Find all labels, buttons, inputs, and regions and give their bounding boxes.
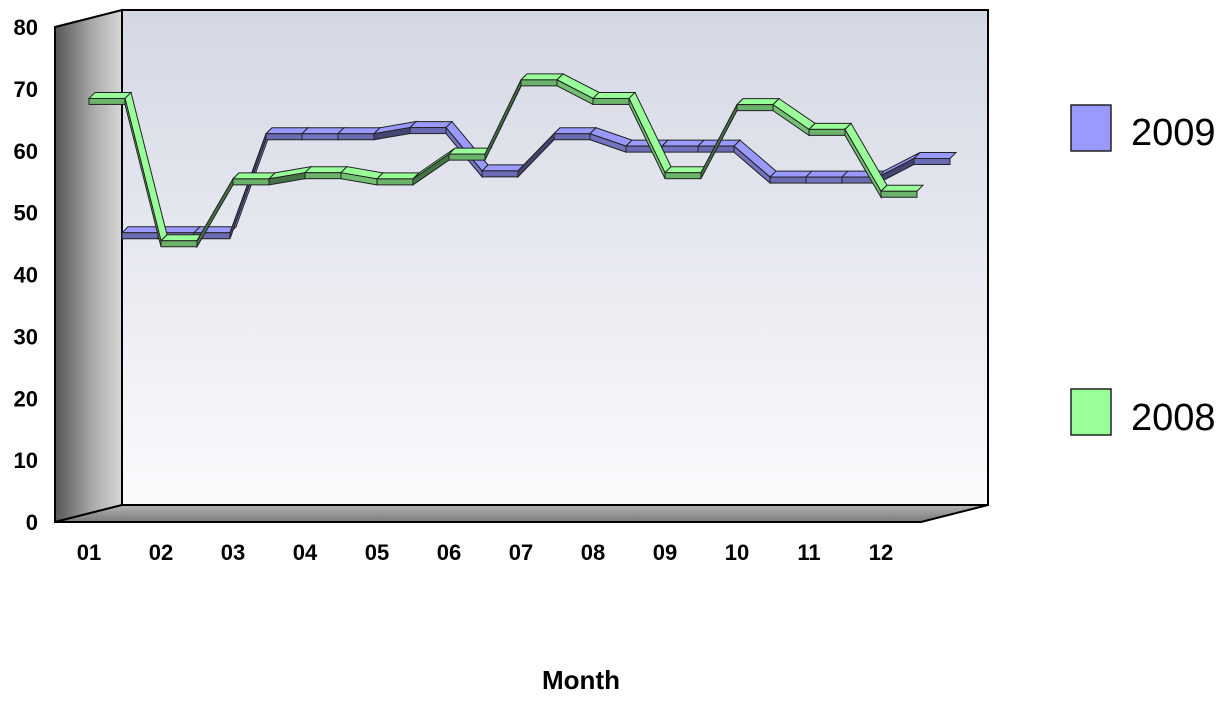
series-2008-point — [303, 166, 349, 174]
legend-swatch-2008 — [1070, 388, 1112, 436]
series-2009-segment-edge — [805, 176, 843, 184]
series-2008-point-edge — [520, 79, 558, 87]
legend: 2009 2008 — [1070, 104, 1216, 439]
y-tick-label: 80 — [14, 15, 38, 40]
series-2009-segment — [660, 139, 706, 147]
series-2008-point — [879, 184, 925, 192]
x-tick-label: 09 — [653, 540, 677, 565]
series-2008-point-edge — [88, 97, 126, 105]
x-tick-label: 07 — [509, 540, 533, 565]
series-2009-segment — [300, 127, 346, 135]
series-2009-point — [336, 127, 382, 135]
series-2008-point-edge — [664, 172, 702, 180]
series-2009-point — [552, 127, 598, 135]
x-tick-label: 08 — [581, 540, 605, 565]
x-tick-label: 01 — [77, 540, 101, 565]
series-2009-segment — [804, 170, 850, 178]
chart-back-wall — [121, 9, 989, 506]
x-tick-label: 04 — [293, 540, 318, 565]
y-tick-label: 0 — [26, 510, 38, 535]
series-2008-point-edge — [736, 104, 774, 112]
series-2009-point-edge — [337, 133, 375, 141]
y-tick-label: 20 — [14, 386, 38, 411]
y-tick-label: 30 — [14, 324, 38, 349]
series-2009-point-edge — [481, 170, 519, 178]
series-2009-point-edge — [913, 158, 951, 165]
y-tick-label: 40 — [14, 263, 38, 288]
series-2008-point — [519, 73, 565, 81]
x-tick-label: 05 — [365, 540, 389, 565]
series-2009-segment-edge — [301, 133, 339, 141]
series-2008 — [87, 73, 925, 249]
series-2008-point — [159, 234, 205, 242]
series-2008-point — [87, 91, 133, 99]
series-2008-point — [591, 91, 637, 99]
series-2008-point — [663, 166, 709, 174]
x-tick-label: 10 — [725, 540, 749, 565]
series-2008-point — [447, 147, 493, 155]
series-2008-point-edge — [592, 97, 630, 105]
legend-label-2008: 2008 — [1131, 397, 1216, 439]
series-layer — [87, 73, 958, 249]
legend-label-2009: 2009 — [1131, 112, 1216, 154]
legend-swatch-2009 — [1070, 104, 1112, 152]
x-tick-label: 11 — [797, 540, 820, 565]
x-tick-label: 06 — [437, 540, 461, 565]
series-2008-point-edge — [808, 128, 846, 136]
series-2008-point-edge — [880, 190, 918, 198]
y-tick-label: 10 — [14, 448, 38, 473]
series-2009-point — [192, 226, 238, 234]
series-2009-point-edge — [409, 127, 447, 135]
series-2009-point — [768, 170, 814, 178]
chart-floor — [54, 504, 989, 523]
series-2009-point-edge — [553, 133, 591, 141]
series-2009-point — [912, 152, 958, 159]
series-2008-point-edge — [304, 172, 342, 180]
series-2009-segment-edge — [661, 145, 699, 153]
chart-side-wall — [54, 8, 123, 524]
series-2008-point — [375, 172, 421, 180]
y-tick-label: 60 — [14, 139, 38, 164]
series-2009-point-edge — [265, 133, 303, 141]
series-2008-point-edge — [376, 178, 414, 186]
series-2008-point-edge — [232, 178, 270, 186]
x-axis: 01 02 03 04 05 06 07 08 09 10 11 12 — [77, 540, 893, 565]
x-tick-label: 12 — [869, 540, 893, 565]
series-2008-point-edge — [160, 240, 198, 248]
series-2009-point-edge — [769, 176, 807, 184]
x-tick-label: 02 — [149, 540, 173, 565]
series-2009-point — [264, 127, 310, 135]
series-2008-point — [231, 172, 277, 180]
y-axis: 0 10 20 30 40 50 60 70 80 — [14, 15, 38, 535]
series-2009-point — [480, 164, 526, 172]
y-tick-label: 50 — [14, 201, 38, 226]
series-2009-point-edge — [121, 232, 159, 240]
series-2008-point-edge — [448, 153, 486, 161]
x-tick-label: 03 — [221, 540, 245, 565]
y-tick-label: 70 — [14, 77, 38, 102]
x-axis-title: Month — [542, 665, 620, 695]
series-2008-point — [735, 98, 781, 106]
